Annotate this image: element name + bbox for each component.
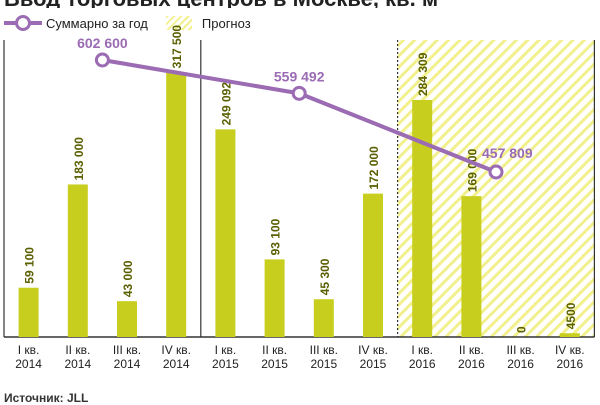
bar — [461, 196, 482, 337]
annual-total-point — [291, 85, 307, 101]
annual-total-point — [488, 164, 504, 180]
x-tick-year: 2014 — [163, 357, 190, 371]
x-tick-year: 2015 — [212, 357, 239, 371]
x-tick-year: 2016 — [409, 357, 436, 371]
bar-value-label: 249 092 — [219, 82, 233, 126]
x-tick-year: 2015 — [310, 357, 337, 371]
annual-total-label: 559 492 — [274, 68, 325, 84]
bar-value-label: 59 100 — [23, 247, 37, 284]
bar-value-label: 93 100 — [269, 218, 283, 255]
x-tick-label: III кв. — [506, 343, 534, 357]
x-tick-label: II кв. — [262, 343, 287, 357]
annual-total-label: 457 809 — [482, 145, 533, 161]
bar-value-label: 169 000 — [465, 148, 479, 192]
x-tick-label: II кв. — [65, 343, 90, 357]
x-tick-label: I кв. — [411, 343, 433, 357]
x-tick-year: 2015 — [360, 357, 387, 371]
bar — [559, 333, 580, 337]
x-tick-label: IV кв. — [555, 343, 585, 357]
bar-value-label: 0 — [515, 326, 529, 333]
bar — [264, 259, 285, 337]
bar — [117, 301, 137, 337]
bar — [215, 129, 236, 337]
legend-forecast: Прогноз — [165, 15, 251, 31]
x-tick-year: 2016 — [507, 357, 534, 371]
bar-value-label: 317 500 — [170, 25, 184, 69]
annual-total-point — [94, 52, 110, 68]
x-tick-year: 2014 — [64, 357, 91, 371]
x-tick-year: 2016 — [556, 357, 583, 371]
legend-forecast-label: Прогноз — [201, 15, 251, 31]
x-tick-label: IV кв. — [358, 343, 388, 357]
bar-value-label: 43 000 — [121, 260, 135, 297]
legend-total: Суммарно за год — [4, 13, 148, 33]
annual-total-label: 602 600 — [77, 35, 128, 51]
x-tick-label: III кв. — [113, 343, 141, 357]
legend-total-label: Суммарно за год — [46, 15, 148, 31]
bar — [67, 184, 88, 337]
x-tick-year: 2014 — [114, 357, 141, 371]
x-tick-label: I кв. — [215, 343, 237, 357]
x-tick-label: I кв. — [18, 343, 40, 357]
source-note: Источник: JLL — [4, 391, 89, 405]
legend-line-marker-icon — [4, 13, 42, 33]
bar — [363, 193, 383, 337]
legend-hatch-icon — [165, 16, 192, 30]
bar-value-label: 45 300 — [318, 258, 332, 295]
legend: Суммарно за год Прогноз — [4, 10, 269, 36]
bar-value-label: 172 000 — [367, 146, 381, 190]
bar-value-label: 183 000 — [72, 137, 86, 181]
bar-value-label: 4500 — [564, 302, 578, 329]
x-tick-year: 2016 — [458, 357, 485, 371]
bar — [313, 299, 334, 337]
bar — [412, 100, 433, 337]
x-tick-label: IV кв. — [161, 343, 191, 357]
chart-title: Ввод торговых центров в Москве, кв. м — [4, 0, 596, 8]
x-tick-year: 2014 — [15, 357, 42, 371]
bar-value-label: 284 309 — [416, 52, 430, 96]
bar — [18, 287, 39, 337]
x-tick-label: III кв. — [310, 343, 338, 357]
bar — [166, 72, 187, 338]
x-tick-label: II кв. — [459, 343, 484, 357]
x-tick-year: 2015 — [261, 357, 288, 371]
